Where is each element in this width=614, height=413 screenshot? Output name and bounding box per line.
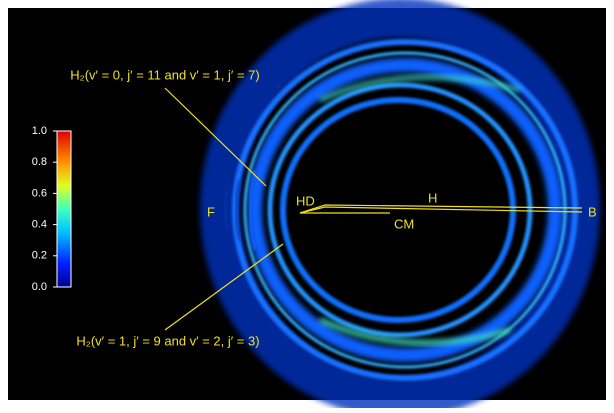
label-hd: HD [296, 193, 315, 208]
colorbar-tick-label: 0.2 [32, 250, 47, 262]
colorbar-tick-label: 0.4 [32, 219, 47, 231]
upper-state-label: H₂(v′ = 0, j′ = 11 and v′ = 1, j′ = 7) [70, 67, 259, 82]
figure: H₂(v′ = 0, j′ = 11 and v′ = 1, j′ = 7) H… [0, 0, 614, 408]
label-f: F [207, 204, 215, 219]
label-h: H [428, 190, 437, 205]
label-cm: CM [394, 216, 414, 231]
lower-state-label: H₂(v′ = 1, j′ = 9 and v′ = 2, j′ = 3) [76, 333, 259, 348]
colorbar-tick-label: 0.0 [32, 281, 47, 293]
colorbar-tick-label: 0.6 [32, 187, 47, 199]
colorbar [57, 131, 71, 287]
colorbar-tick-label: 0.8 [32, 156, 47, 168]
label-b: B [588, 204, 597, 219]
colorbar-tick-label: 1.0 [32, 125, 47, 137]
